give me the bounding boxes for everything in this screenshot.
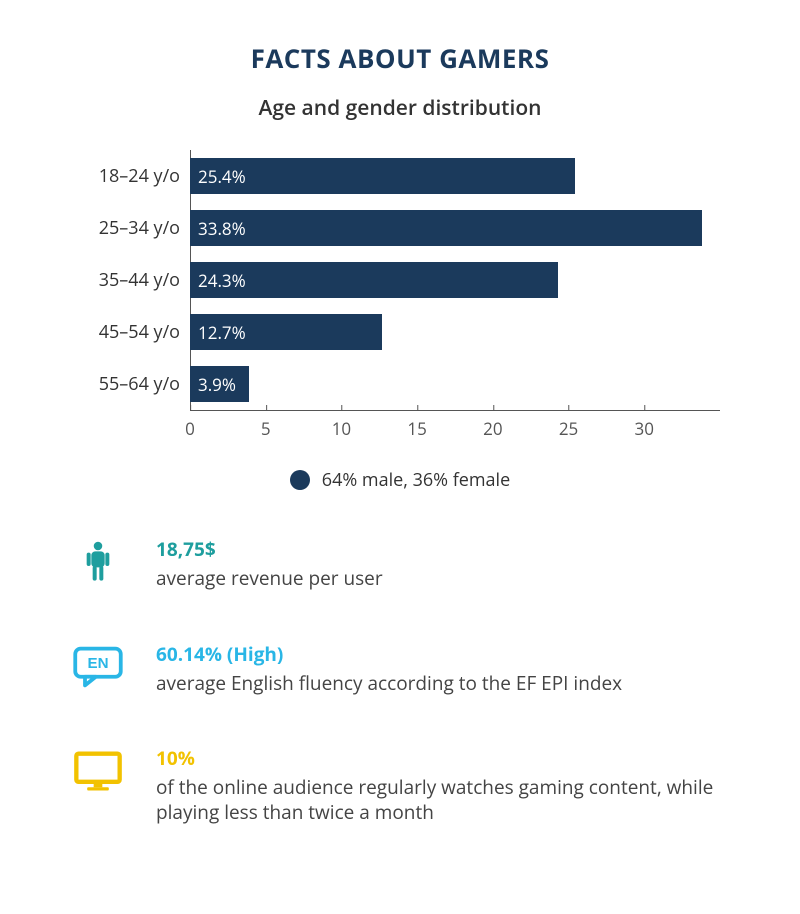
chart-row: 18–24 y/o 25.4% <box>80 150 720 202</box>
chart-legend: 64% male, 36% female <box>50 468 750 492</box>
chart-bar: 12.7% <box>190 314 382 350</box>
fact-description: average revenue per user <box>156 566 730 591</box>
chart-category-label: 25–34 y/o <box>80 216 190 240</box>
chart-row: 35–44 y/o 24.3% <box>80 254 720 306</box>
chart-bar: 33.8% <box>190 210 702 246</box>
chart-row: 45–54 y/o 12.7% <box>80 306 720 358</box>
chart-row: 25–34 y/o 33.8% <box>80 202 720 254</box>
x-axis-tick: 30 <box>635 411 654 440</box>
chart-row: 55–64 y/o 3.9% <box>80 358 720 410</box>
chart-category-label: 55–64 y/o <box>80 372 190 396</box>
en-bubble-icon: EN <box>70 639 126 695</box>
chart-category-label: 18–24 y/o <box>80 164 190 188</box>
facts-list: 18,75$ average revenue per user EN 60.14% (… <box>50 534 750 825</box>
fact-value: 10% <box>156 745 730 771</box>
fact-item: EN 60.14% (High) average English fluency a… <box>70 639 730 696</box>
chart-category-label: 45–54 y/o <box>80 320 190 344</box>
chart-bar-value: 25.4% <box>198 165 246 188</box>
chart-bar-value: 3.9% <box>198 373 236 396</box>
fact-value: 60.14% (High) <box>156 641 730 667</box>
chart-bar: 24.3% <box>190 262 558 298</box>
x-axis-tick: 10 <box>332 411 351 440</box>
svg-text:EN: EN <box>87 655 108 672</box>
legend-text: 64% male, 36% female <box>322 468 510 492</box>
x-axis-tick: 0 <box>185 411 195 440</box>
x-axis: 051015202530 <box>190 410 720 440</box>
chart-bar-value: 33.8% <box>198 217 246 240</box>
chart-category-label: 35–44 y/o <box>80 268 190 292</box>
chart-bar: 3.9% <box>190 366 249 402</box>
chart-bar: 25.4% <box>190 158 575 194</box>
monitor-icon <box>70 743 126 799</box>
fact-item: 10% of the online audience regularly watc… <box>70 743 730 824</box>
x-axis-tick: 15 <box>407 411 426 440</box>
page-title: FACTS ABOUT GAMERS <box>50 40 750 76</box>
fact-item: 18,75$ average revenue per user <box>70 534 730 591</box>
x-axis-tick: 20 <box>483 411 502 440</box>
chart-bar-value: 12.7% <box>198 321 246 344</box>
x-axis-tick: 5 <box>261 411 271 440</box>
person-icon <box>70 534 126 590</box>
x-axis-tick: 25 <box>559 411 578 440</box>
age-distribution-chart: 18–24 y/o 25.4% 25–34 y/o 33.8% 35–44 y/o 24.… <box>80 150 720 440</box>
legend-dot <box>290 470 310 490</box>
fact-value: 18,75$ <box>156 536 730 562</box>
page-subtitle: Age and gender distribution <box>50 94 750 122</box>
fact-description: average English fluency according to the… <box>156 671 730 696</box>
fact-description: of the online audience regularly watches… <box>156 775 730 824</box>
chart-bar-value: 24.3% <box>198 269 246 292</box>
